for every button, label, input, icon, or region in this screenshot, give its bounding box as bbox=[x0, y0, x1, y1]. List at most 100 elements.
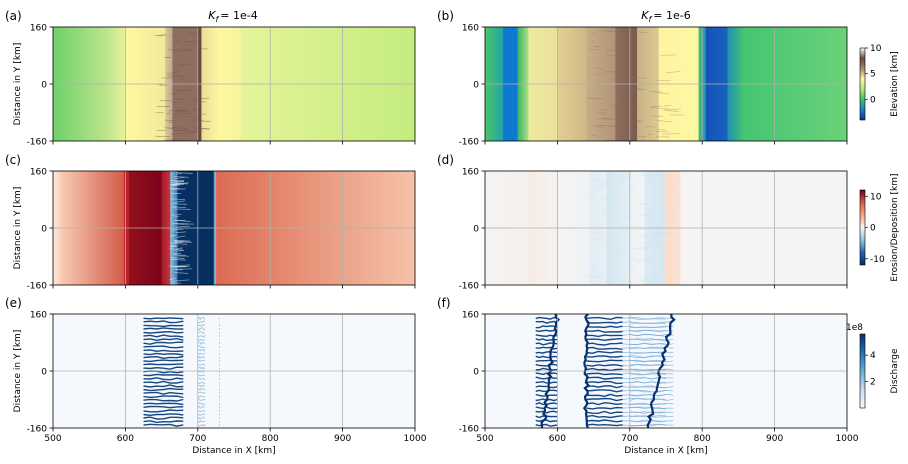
panel-c-texture bbox=[175, 250, 184, 252]
panel-d-texture bbox=[596, 231, 609, 233]
panel-d-texture bbox=[616, 272, 626, 275]
x-tick-label: 500 bbox=[44, 434, 61, 444]
panel-f-channel bbox=[586, 316, 623, 321]
colorbar-tick-label: 0 bbox=[870, 224, 876, 234]
panel-c-texture bbox=[171, 257, 185, 259]
colorbar-label: Discharge bbox=[890, 348, 900, 394]
panel-b-image bbox=[485, 27, 847, 141]
colorbar-2: 10 0 -10 Erosion/Deposition [km] bbox=[859, 173, 900, 282]
panel-d-texture bbox=[631, 258, 647, 261]
panel-f-channel bbox=[629, 389, 674, 393]
panel-f-channel bbox=[629, 329, 674, 333]
y-axis-label: Distance in Y [km] bbox=[13, 330, 23, 413]
panel-a-texture bbox=[193, 108, 198, 110]
panel-a-texture bbox=[177, 109, 187, 112]
title-col2-value: = 1e-6 bbox=[653, 9, 690, 22]
x-tick-label: 900 bbox=[334, 434, 351, 444]
panel-b-texture bbox=[650, 107, 668, 110]
panel-d-texture bbox=[601, 214, 607, 216]
panel-a-texture bbox=[175, 110, 190, 112]
panel-e-channel bbox=[197, 398, 206, 401]
panel-f-channel bbox=[586, 423, 623, 427]
panel-e-channel bbox=[143, 405, 184, 409]
panel-a-texture bbox=[194, 120, 211, 122]
panel-e-channel bbox=[197, 316, 206, 320]
panel-e: (e) -160 0 160 Distance in Y [km] 500 600 700 80… bbox=[5, 296, 427, 456]
panel-label-d: (d) bbox=[437, 153, 454, 167]
panel-c-texture bbox=[174, 272, 189, 274]
panel-a-texture bbox=[176, 98, 188, 101]
panel-e-channel bbox=[197, 345, 206, 349]
panel-c-texture bbox=[174, 200, 186, 203]
panel-f-channel bbox=[629, 333, 674, 337]
panel-c-texture bbox=[170, 234, 178, 237]
panel-c-texture bbox=[170, 245, 179, 248]
panel-d-texture bbox=[594, 180, 610, 182]
panel-b-texture bbox=[612, 78, 620, 81]
colorbar-3-gradient bbox=[859, 333, 866, 409]
panel-b-texture bbox=[656, 92, 670, 95]
panel-f-channel bbox=[629, 359, 674, 363]
panel-e-channel bbox=[143, 337, 184, 342]
x-tick-label: 500 bbox=[476, 434, 493, 444]
panel-e-channel bbox=[197, 409, 206, 413]
panel-f-channel bbox=[535, 385, 558, 389]
panel-b-texture bbox=[611, 104, 626, 107]
panel-c-texture bbox=[172, 228, 184, 231]
panel-e-channel bbox=[197, 416, 206, 420]
panel-d-texture bbox=[639, 174, 658, 177]
x-axis-label: Distance in X [km] bbox=[192, 446, 275, 456]
panel-f-channel bbox=[535, 419, 558, 423]
panel-e-channel bbox=[197, 388, 206, 391]
panel-d-texture bbox=[654, 233, 672, 236]
panel-e-channel bbox=[197, 391, 206, 394]
panel-c-texture bbox=[176, 225, 190, 228]
panel-c: (c) -160 0 160 Distance in Y [km] bbox=[5, 153, 416, 292]
panel-e-channel bbox=[197, 327, 206, 331]
panel-e-channel bbox=[143, 324, 184, 328]
panel-a-texture bbox=[172, 113, 181, 116]
x-axis-label: Distance in X [km] bbox=[624, 446, 707, 456]
y-tick-label: -160 bbox=[459, 138, 480, 148]
colorbar-tick-label: 5 bbox=[870, 70, 876, 80]
panel-b-texture bbox=[607, 49, 623, 52]
panel-d-texture bbox=[663, 211, 679, 214]
panel-f-channel bbox=[629, 343, 674, 346]
panel-f-channel bbox=[629, 393, 674, 397]
panel-b-texture bbox=[590, 40, 596, 43]
colorbar-1: 10 5 0 Elevation [km] bbox=[859, 44, 900, 121]
panel-e-channel bbox=[143, 330, 184, 334]
colorbars-layer: 10 5 0 Elevation [km] 10 0 -10 Erosion/Depositi… bbox=[846, 44, 900, 409]
panel-c-texture bbox=[174, 268, 193, 270]
panel-d-texture bbox=[662, 197, 680, 200]
panel-e-channel bbox=[143, 377, 184, 381]
panel-c-texture bbox=[174, 216, 180, 218]
panel-a-texture bbox=[171, 34, 179, 37]
panel-d-texture bbox=[639, 202, 646, 205]
panel-f-channel bbox=[629, 415, 674, 418]
panel-f-channel bbox=[535, 346, 558, 350]
panel-e-channel bbox=[197, 424, 206, 427]
panel-e-channel bbox=[143, 341, 184, 345]
panel-e-channel bbox=[143, 398, 184, 402]
y-tick-label: 0 bbox=[473, 368, 479, 378]
colorbar-tick-label: 10 bbox=[870, 192, 882, 202]
panel-e-channel bbox=[143, 359, 184, 363]
panel-f-channel bbox=[586, 380, 623, 385]
panel-b-texture bbox=[663, 109, 680, 112]
panel-e-channel bbox=[197, 374, 206, 377]
panel-a-texture bbox=[196, 48, 209, 50]
panel-a-texture bbox=[171, 132, 186, 135]
panel-d-texture bbox=[611, 211, 621, 214]
panel-c-texture bbox=[169, 265, 186, 267]
panel-e-channel bbox=[197, 341, 206, 345]
panel-a-texture bbox=[163, 139, 177, 141]
panel-f-channel bbox=[535, 351, 558, 354]
panel-f-channel bbox=[535, 380, 558, 384]
panel-e-channel bbox=[143, 327, 184, 330]
panel-f-channel bbox=[629, 368, 674, 371]
panel-e-channel bbox=[143, 384, 184, 388]
panel-e-channel bbox=[143, 355, 184, 360]
title-col2-sub: f bbox=[648, 15, 652, 24]
panel-b-texture bbox=[601, 30, 616, 32]
